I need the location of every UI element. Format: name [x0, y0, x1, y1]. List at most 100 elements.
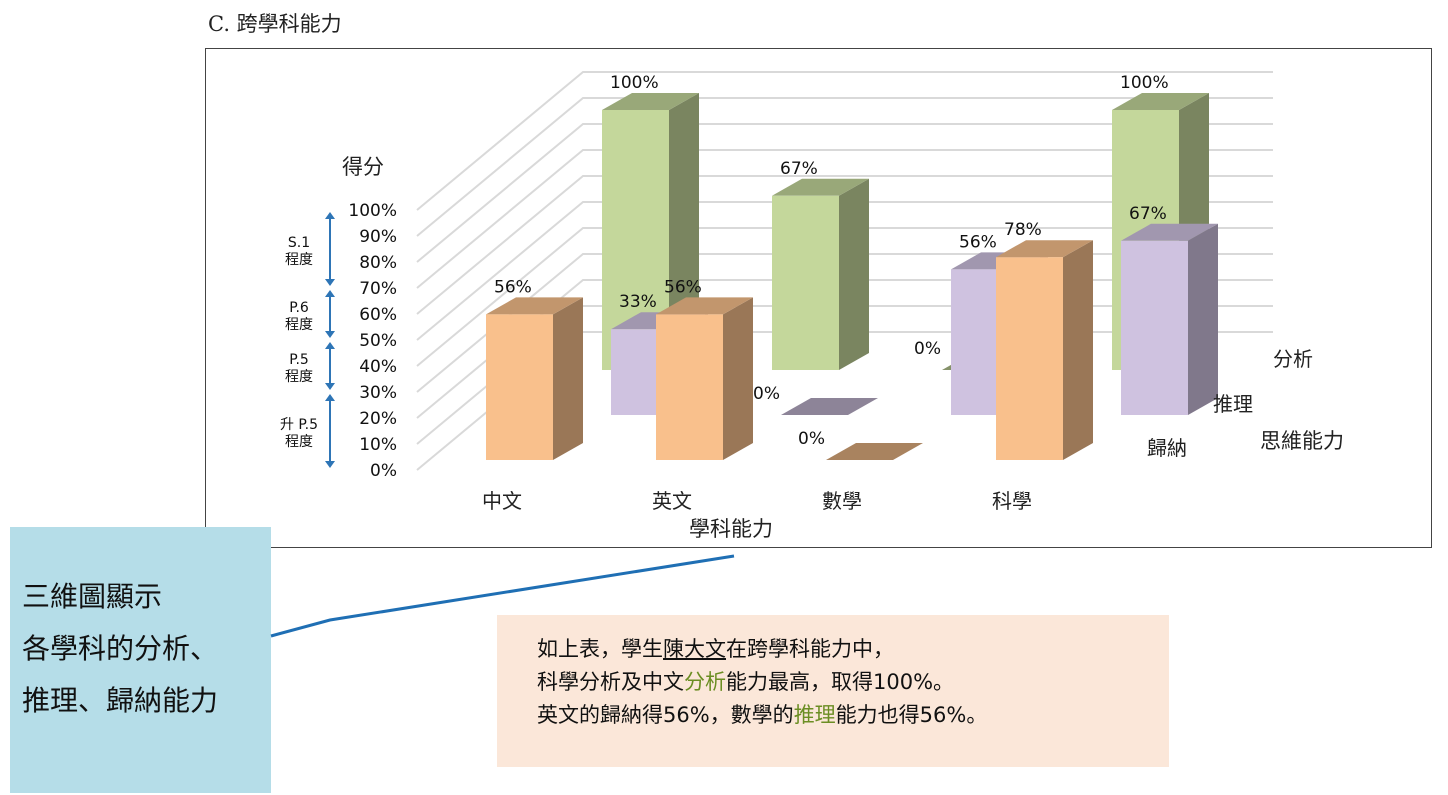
x-axis-title: 學科能力	[689, 517, 773, 541]
bar-side	[553, 297, 583, 460]
note-line-3: 英文的歸納得56%，數學的推理能力也得56%。	[537, 703, 988, 727]
data-label: 78%	[1004, 220, 1042, 240]
bar-side	[839, 178, 869, 370]
gridline	[416, 227, 1273, 367]
arrow-head-down	[325, 461, 335, 468]
series-label: 歸納	[1147, 436, 1187, 460]
arrow-head-down	[325, 383, 335, 390]
y-tick-label: 70%	[359, 279, 397, 299]
y-tick-label: 50%	[359, 331, 397, 351]
gridline	[416, 201, 1273, 341]
highlight-analysis: 分析	[684, 670, 726, 694]
bar-side	[723, 297, 753, 460]
level-band-label: 程度	[285, 317, 313, 333]
bar-side	[1188, 223, 1218, 415]
section-title: C. 跨學科能力	[208, 12, 342, 36]
bar-top	[656, 297, 753, 315]
level-band-label: P.5	[289, 352, 309, 368]
data-label: 67%	[780, 159, 818, 179]
data-label: 56%	[664, 277, 702, 297]
level-band-label: S.1	[288, 235, 310, 251]
y-tick-label: 10%	[359, 435, 397, 455]
z-axis-title: 思維能力	[1260, 429, 1344, 453]
bar-top	[1112, 93, 1209, 110]
data-label: 56%	[959, 232, 997, 252]
bar	[996, 240, 1093, 460]
gridline	[416, 71, 1273, 211]
bar	[781, 398, 878, 415]
chart-labels: 100% 67% 0% 100% 33% 0% 56% 67% 56% 56% 0% 78% 中文 英文 數…	[482, 73, 1313, 513]
bar-front	[1121, 240, 1188, 415]
bar-top	[1121, 223, 1218, 241]
data-label: 100%	[1120, 73, 1169, 93]
bar-flat	[781, 398, 878, 415]
highlight-reasoning: 推理	[793, 703, 836, 727]
category-label: 中文	[482, 489, 522, 513]
arrow-head-down	[325, 279, 335, 286]
y-tick-label: 0%	[370, 461, 397, 481]
category-label: 科學	[992, 489, 1032, 513]
y-tick-label: 90%	[359, 227, 397, 247]
y-tick-label: 80%	[359, 253, 397, 273]
bar-top	[996, 240, 1093, 258]
bar-top	[486, 297, 583, 315]
data-label: 0%	[798, 429, 825, 449]
y-axis-ticks: 0% 10% 20% 30% 40% 50% 60% 70% 80% 90% 100%	[348, 201, 397, 481]
arrow-head-up	[325, 290, 335, 297]
note-box: 如上表，學生陳大文在跨學科能力中， 科學分析及中文分析能力最高，取得100%。 …	[497, 615, 1169, 767]
bar-front	[486, 314, 553, 460]
gridline	[416, 149, 1273, 289]
y-tick-label: 60%	[359, 305, 397, 325]
data-label: 67%	[1129, 204, 1167, 224]
note-line-2: 科學分析及中文分析能力最高，取得100%。	[537, 670, 955, 694]
series-label: 推理	[1213, 392, 1253, 416]
gridline	[416, 97, 1273, 237]
bar-side	[1063, 240, 1093, 460]
bar	[486, 297, 583, 460]
level-band-label: 程度	[285, 434, 313, 450]
bar-top	[772, 178, 869, 196]
bar	[656, 297, 753, 460]
callout-line: 各學科的分析、	[22, 632, 219, 665]
gridline	[416, 123, 1273, 263]
arrow-head-down	[325, 331, 335, 338]
gridline	[416, 175, 1273, 315]
bar-top	[602, 93, 699, 110]
callout-line: 三維圖顯示	[22, 580, 163, 613]
y-tick-label: 40%	[359, 357, 397, 377]
data-label: 56%	[494, 277, 532, 297]
series-label: 分析	[1273, 347, 1313, 371]
category-label: 英文	[652, 489, 692, 513]
data-label: 0%	[753, 384, 780, 404]
bar	[772, 178, 869, 370]
data-label: 100%	[610, 73, 659, 93]
callout-line: 推理、歸納能力	[22, 684, 219, 717]
student-name: 陳大文	[663, 637, 726, 661]
bar	[1121, 223, 1218, 415]
bar	[826, 443, 923, 460]
data-label: 0%	[914, 339, 941, 359]
bar-front	[656, 314, 723, 460]
bar-front	[772, 195, 839, 370]
y-tick-label: 100%	[348, 201, 397, 221]
chart-bars	[486, 93, 1218, 460]
level-band-label: 程度	[285, 369, 313, 385]
y-axis-title: 得分	[342, 155, 384, 179]
y-tick-label: 20%	[359, 409, 397, 429]
y-tick-label: 30%	[359, 383, 397, 403]
arrow-head-up	[325, 394, 335, 401]
callout-box: 三維圖顯示 各學科的分析、 推理、歸納能力	[10, 527, 271, 793]
level-band-label: P.6	[289, 300, 309, 316]
arrow-head-up	[325, 212, 335, 219]
data-label: 33%	[619, 292, 657, 312]
bar-flat	[826, 443, 923, 460]
arrow-head-up	[325, 342, 335, 349]
level-band-label: 程度	[285, 252, 313, 268]
category-label: 數學	[822, 489, 862, 513]
level-band-label: 升 P.5	[280, 417, 318, 433]
bar-front	[996, 257, 1063, 460]
note-line-1: 如上表，學生陳大文在跨學科能力中，	[537, 637, 894, 661]
